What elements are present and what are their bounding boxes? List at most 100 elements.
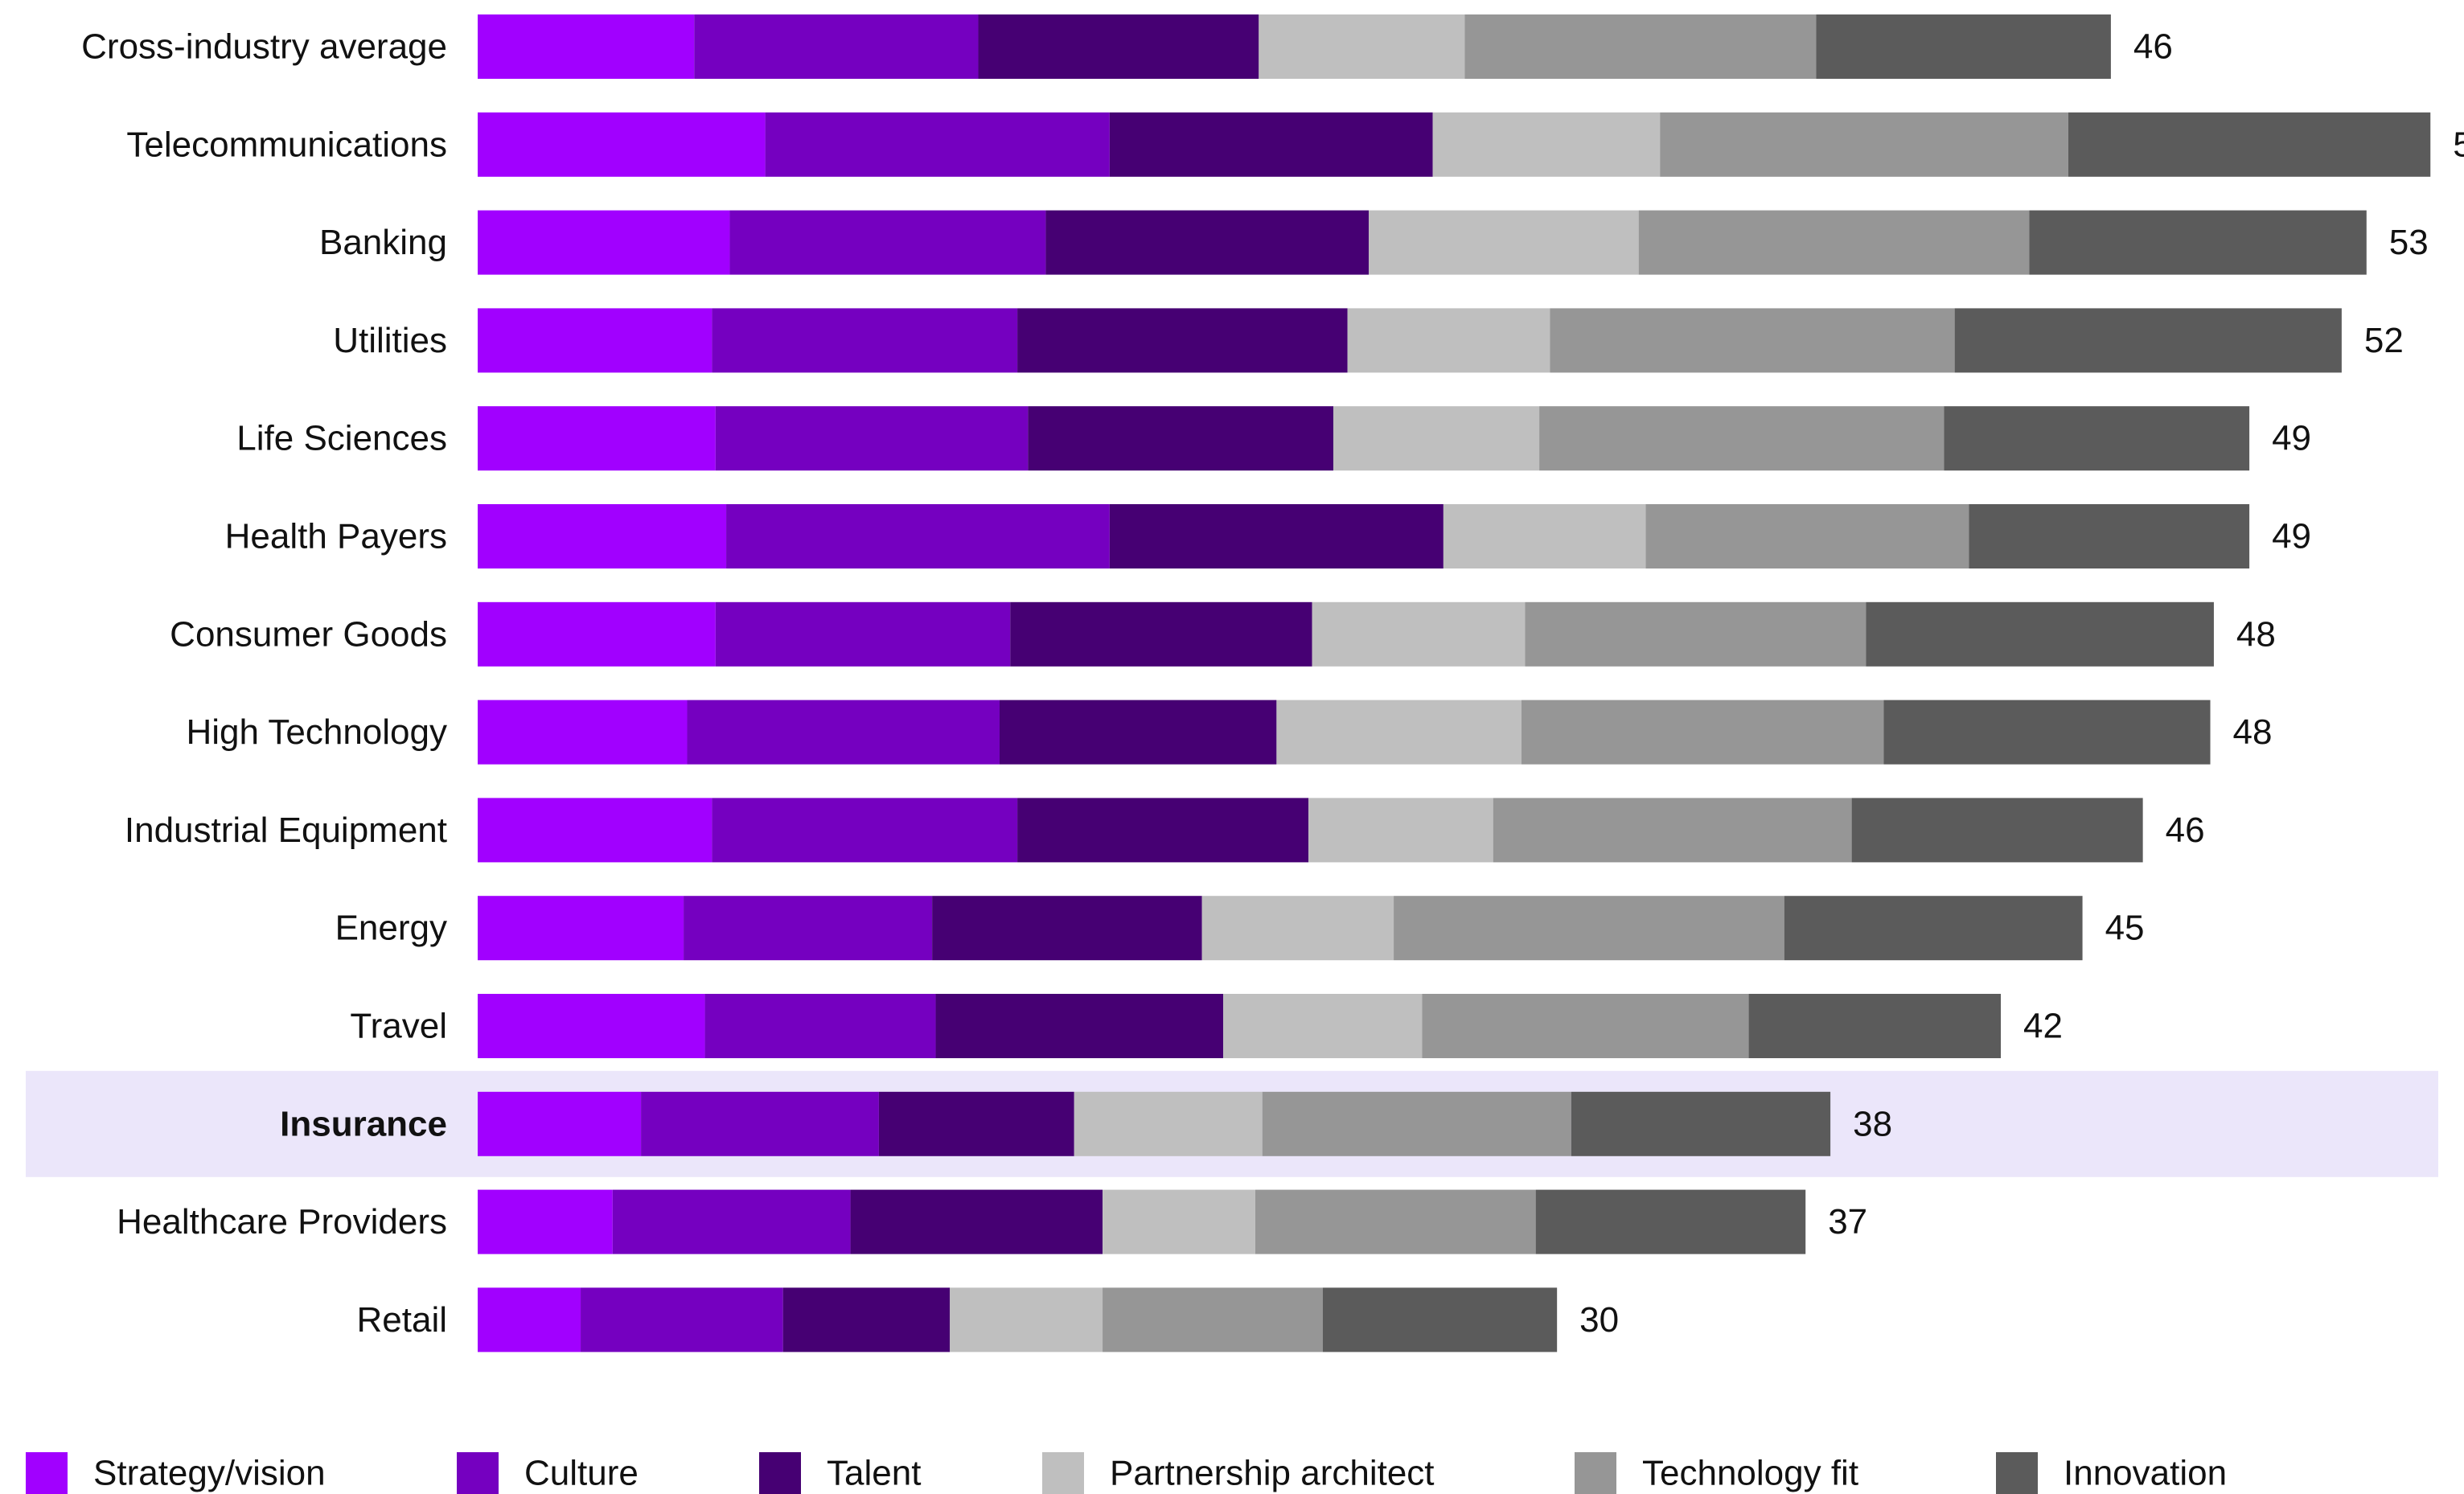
legend-swatch-technology-fit bbox=[1575, 1452, 1616, 1494]
bar-segment-travel-innovation bbox=[1748, 994, 2002, 1058]
bar-segment-high-technology-innovation bbox=[1883, 700, 2211, 765]
bar-segment-life-sciences-technology-fit bbox=[1539, 406, 1945, 471]
category-label-insurance: Insurance bbox=[280, 1104, 447, 1143]
bar-segment-high-technology-strategy-vision bbox=[478, 700, 688, 765]
bar-segment-retail-partnership-architect bbox=[950, 1287, 1103, 1352]
bar-segment-health-payers-talent bbox=[1109, 504, 1443, 568]
total-label-cross-industry-average: 46 bbox=[2133, 27, 2173, 67]
bar-segment-travel-culture bbox=[704, 994, 936, 1058]
bar-segment-insurance-innovation bbox=[1571, 1091, 1831, 1156]
bar-segment-health-payers-culture bbox=[726, 504, 1110, 568]
bar-segment-travel-technology-fit bbox=[1422, 994, 1749, 1058]
bar-segment-energy-strategy-vision bbox=[478, 896, 684, 961]
category-label-retail: Retail bbox=[357, 1300, 448, 1340]
category-label-industrial-equipment: Industrial Equipment bbox=[125, 811, 447, 850]
bar-segment-energy-talent bbox=[932, 896, 1202, 961]
bar-segment-energy-innovation bbox=[1784, 896, 2083, 961]
bar-segment-industrial-equipment-partnership-architect bbox=[1308, 798, 1493, 863]
bar-segment-industrial-equipment-strategy-vision bbox=[478, 798, 713, 863]
bar-segment-banking-innovation bbox=[2029, 210, 2367, 275]
category-label-energy: Energy bbox=[335, 909, 447, 948]
bar-segment-healthcare-providers-innovation bbox=[1535, 1189, 1806, 1254]
bar-segment-retail-innovation bbox=[1322, 1287, 1558, 1352]
bar-segment-high-technology-culture bbox=[687, 700, 1000, 765]
bar-segment-retail-strategy-vision bbox=[478, 1287, 581, 1352]
total-label-energy: 45 bbox=[2105, 909, 2145, 948]
bar-segment-utilities-talent bbox=[1017, 308, 1348, 373]
bar-segment-consumer-goods-culture bbox=[715, 601, 1011, 667]
bar-segment-consumer-goods-technology-fit bbox=[1525, 601, 1866, 667]
category-label-consumer-goods: Consumer Goods bbox=[170, 614, 447, 654]
total-label-banking: 53 bbox=[2389, 223, 2429, 262]
bar-segment-telecommunications-strategy-vision bbox=[478, 112, 766, 177]
category-labels: Cross-industry average Telecommunications… bbox=[81, 27, 447, 1340]
total-label-insurance: 38 bbox=[1853, 1104, 1892, 1143]
bar-segment-life-sciences-culture bbox=[715, 406, 1029, 471]
total-label-travel: 42 bbox=[2023, 1007, 2063, 1046]
total-label-healthcare-providers: 37 bbox=[1828, 1202, 1867, 1242]
bar-segment-banking-partnership-architect bbox=[1369, 210, 1639, 275]
bar-segment-industrial-equipment-innovation bbox=[1851, 798, 2143, 863]
bar-segment-cross-industry-average-strategy-vision bbox=[478, 14, 695, 79]
bar-segment-healthcare-providers-partnership-architect bbox=[1103, 1189, 1255, 1254]
total-label-health-payers: 49 bbox=[2272, 517, 2311, 556]
bar-segment-telecommunications-talent bbox=[1109, 112, 1433, 177]
category-label-health-payers: Health Payers bbox=[225, 517, 447, 556]
bar-segment-banking-culture bbox=[729, 210, 1046, 275]
total-labels: 46 54 53 52 49 49 48 48 46 45 42 38 37 30 bbox=[1579, 27, 2464, 1340]
bar-segment-telecommunications-innovation bbox=[2068, 112, 2431, 177]
bar-segment-health-payers-technology-fit bbox=[1645, 504, 1969, 568]
bar-segment-travel-strategy-vision bbox=[478, 994, 705, 1058]
bar-segment-retail-culture bbox=[581, 1287, 783, 1352]
bar-segment-cross-industry-average-technology-fit bbox=[1464, 14, 1817, 79]
total-label-high-technology: 48 bbox=[2233, 712, 2273, 752]
bar-segment-banking-strategy-vision bbox=[478, 210, 730, 275]
category-label-high-technology: High Technology bbox=[186, 712, 447, 752]
bar-segment-healthcare-providers-culture bbox=[612, 1189, 851, 1254]
bar-segment-banking-technology-fit bbox=[1638, 210, 2030, 275]
bar-segment-consumer-goods-talent bbox=[1010, 601, 1312, 667]
bar-segment-utilities-innovation bbox=[1954, 308, 2342, 373]
bar-segment-utilities-strategy-vision bbox=[478, 308, 713, 373]
legend-item-innovation: Innovation bbox=[1996, 1452, 2227, 1494]
category-label-travel: Travel bbox=[350, 1007, 447, 1046]
bar-segment-travel-talent bbox=[935, 994, 1224, 1058]
total-label-telecommunications: 54 bbox=[2453, 125, 2464, 164]
bar-segment-banking-talent bbox=[1045, 210, 1370, 275]
bar-segment-healthcare-providers-strategy-vision bbox=[478, 1189, 613, 1254]
bar-segment-insurance-technology-fit bbox=[1262, 1091, 1571, 1156]
bar-segment-industrial-equipment-talent bbox=[1017, 798, 1309, 863]
legend-label-partnership-architect: Partnership architect bbox=[1110, 1454, 1435, 1493]
legend-swatch-culture bbox=[457, 1452, 499, 1494]
bar-segment-health-payers-strategy-vision bbox=[478, 504, 727, 568]
bar-segment-utilities-culture bbox=[712, 308, 1018, 373]
legend-label-culture: Culture bbox=[524, 1454, 639, 1493]
bar-segment-healthcare-providers-talent bbox=[850, 1189, 1103, 1254]
total-label-life-sciences: 49 bbox=[2272, 419, 2311, 458]
legend-label-talent: Talent bbox=[827, 1454, 921, 1493]
bar-segment-retail-talent bbox=[782, 1287, 951, 1352]
bar-segment-cross-industry-average-culture bbox=[694, 14, 979, 79]
legend: Strategy/vision Culture Talent Partnership … bbox=[26, 1452, 2227, 1494]
bar-segment-energy-culture bbox=[684, 896, 933, 961]
bar-segment-utilities-technology-fit bbox=[1550, 308, 1955, 373]
bar-segment-utilities-partnership-architect bbox=[1347, 308, 1550, 373]
bar-segment-life-sciences-strategy-vision bbox=[478, 406, 716, 471]
bar-segment-insurance-strategy-vision bbox=[478, 1091, 642, 1156]
bar-segment-consumer-goods-strategy-vision bbox=[478, 601, 716, 667]
category-label-healthcare-providers: Healthcare Providers bbox=[117, 1202, 447, 1242]
legend-label-technology-fit: Technology fit bbox=[1642, 1454, 1858, 1493]
total-label-industrial-equipment: 46 bbox=[2166, 811, 2205, 850]
bar-segment-cross-industry-average-talent bbox=[978, 14, 1259, 79]
bar-segment-cross-industry-average-partnership-architect bbox=[1259, 14, 1465, 79]
bar-segment-telecommunications-partnership-architect bbox=[1432, 112, 1661, 177]
bar-segment-consumer-goods-partnership-architect bbox=[1312, 601, 1526, 667]
bar-segment-insurance-culture bbox=[641, 1091, 879, 1156]
bar-segment-travel-partnership-architect bbox=[1223, 994, 1423, 1058]
bar-segment-insurance-partnership-architect bbox=[1074, 1091, 1263, 1156]
bar-segment-life-sciences-talent bbox=[1028, 406, 1334, 471]
legend-swatch-innovation bbox=[1996, 1452, 2038, 1494]
total-label-retail: 30 bbox=[1579, 1300, 1619, 1340]
legend-item-partnership-architect: Partnership architect bbox=[1042, 1452, 1435, 1494]
